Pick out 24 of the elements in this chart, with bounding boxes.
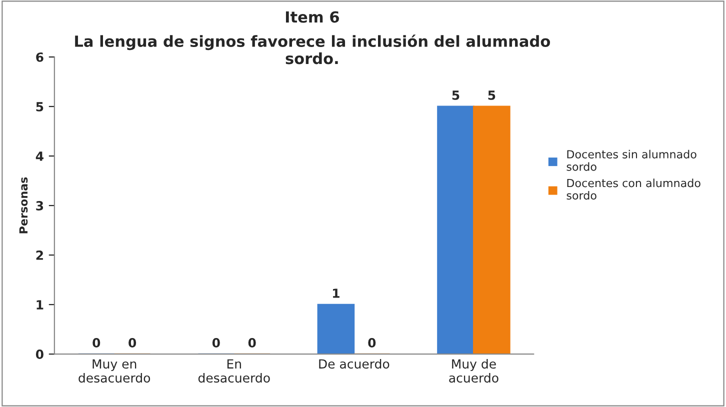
legend-label: Docentes sin alumnado sordo — [566, 150, 696, 171]
data-label: 0 — [368, 338, 376, 348]
y-tick-label: 6 — [36, 52, 44, 62]
y-axis-title: Personas — [19, 177, 28, 234]
x-tick-label: Muy en desacuerdo — [78, 359, 150, 383]
y-tick-label: 4 — [36, 152, 44, 161]
data-label: 0 — [128, 338, 136, 348]
data-label: 1 — [333, 288, 340, 298]
x-tick-label: Muy de acuerdo — [449, 358, 498, 383]
chart-title: Item 6 — [286, 11, 339, 23]
data-label: 0 — [248, 338, 256, 348]
y-tick-label: 2 — [36, 250, 43, 260]
legend-label: Docentes con alumnado sordo — [566, 178, 700, 200]
y-tick-label: 5 — [36, 102, 44, 112]
data-label: 5 — [488, 90, 496, 100]
y-tick-label: 3 — [36, 201, 44, 210]
x-tick-label: En desacuerdo — [198, 359, 270, 383]
data-label: 0 — [92, 338, 100, 348]
y-tick-label: 1 — [36, 300, 44, 310]
data-label: 0 — [212, 338, 220, 348]
chart-subtitle: La lengua de signos favorece la inclusión del alumnado sordo. — [75, 34, 550, 64]
data-label: 5 — [452, 90, 460, 100]
y-tick-label: 0 — [36, 350, 44, 360]
x-tick-label: De acuerdo — [319, 358, 390, 369]
